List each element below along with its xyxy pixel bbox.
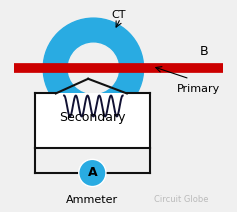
Circle shape	[68, 43, 118, 93]
Text: Primary: Primary	[176, 84, 220, 94]
Text: B: B	[200, 45, 209, 58]
Text: A: A	[87, 166, 97, 179]
Text: Ammeter: Ammeter	[66, 195, 118, 205]
Text: Secondary: Secondary	[59, 112, 126, 124]
Text: CT: CT	[111, 10, 126, 20]
Text: Circuit Globe: Circuit Globe	[154, 195, 209, 204]
Bar	[35, 93, 150, 148]
Circle shape	[79, 159, 106, 187]
Circle shape	[43, 18, 144, 119]
